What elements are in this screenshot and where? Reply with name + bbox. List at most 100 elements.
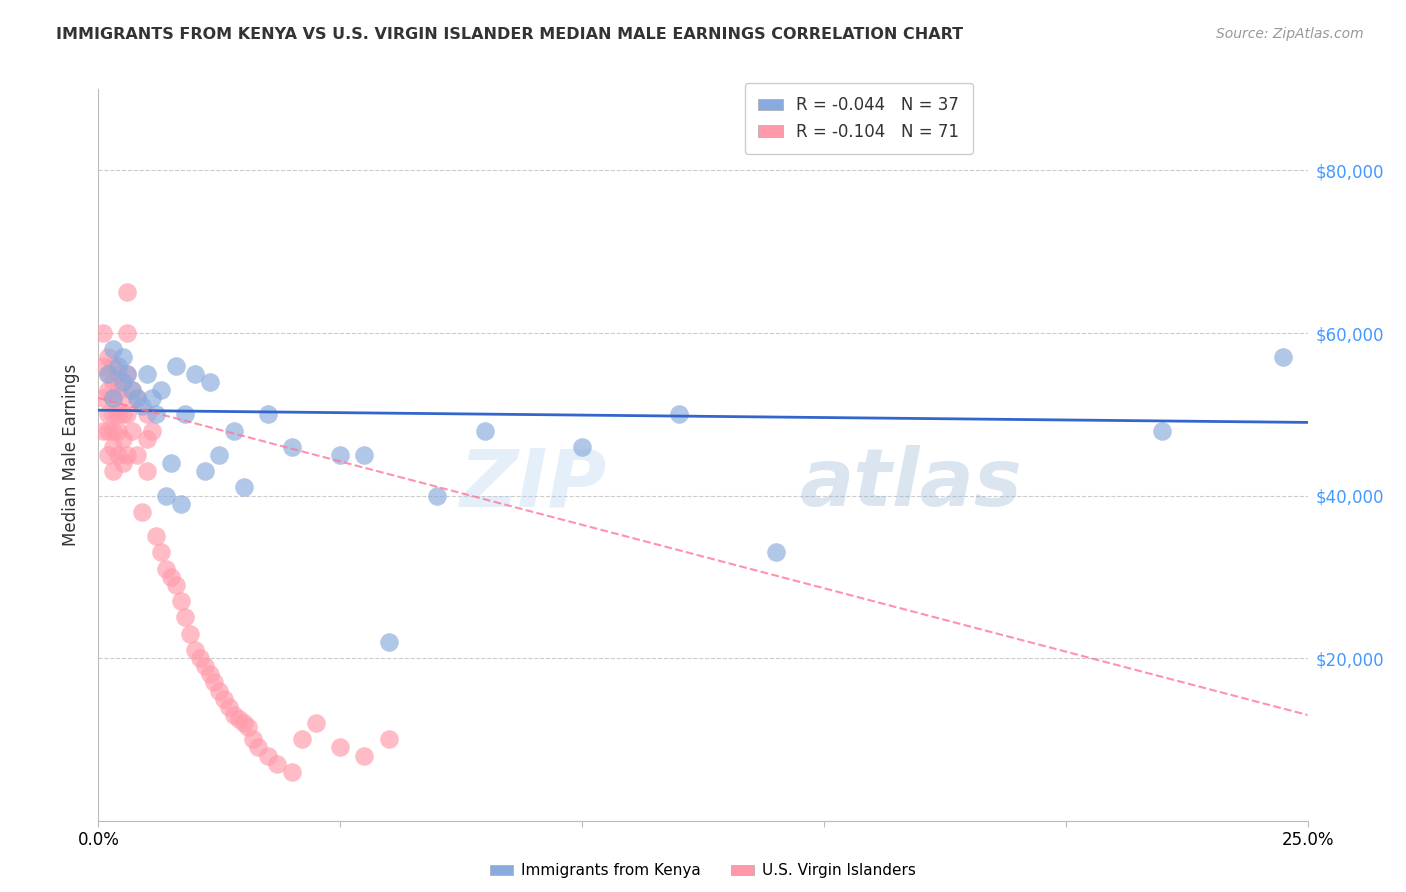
Point bbox=[474, 424, 496, 438]
Point bbox=[91, 424, 114, 438]
Point bbox=[160, 456, 183, 470]
Point bbox=[198, 667, 221, 681]
Point bbox=[228, 712, 250, 726]
Text: IMMIGRANTS FROM KENYA VS U.S. VIRGIN ISLANDER MEDIAN MALE EARNINGS CORRELATION C: IMMIGRANTS FROM KENYA VS U.S. VIRGIN ISL… bbox=[56, 27, 963, 42]
Point bbox=[305, 716, 328, 731]
Point bbox=[101, 464, 124, 478]
Point bbox=[377, 732, 399, 747]
Point bbox=[188, 651, 211, 665]
Point bbox=[111, 432, 134, 446]
Point bbox=[135, 367, 157, 381]
Point bbox=[91, 326, 114, 340]
Point bbox=[208, 683, 231, 698]
Point bbox=[247, 740, 270, 755]
Point bbox=[238, 720, 260, 734]
Point bbox=[256, 748, 278, 763]
Point bbox=[135, 464, 157, 478]
Point bbox=[135, 432, 157, 446]
Point bbox=[107, 359, 129, 373]
Point bbox=[184, 367, 207, 381]
Point bbox=[155, 489, 177, 503]
Point bbox=[353, 748, 375, 763]
Legend: Immigrants from Kenya, U.S. Virgin Islanders: Immigrants from Kenya, U.S. Virgin Islan… bbox=[484, 857, 922, 884]
Point bbox=[765, 545, 787, 559]
Point bbox=[222, 424, 245, 438]
Point bbox=[668, 407, 690, 421]
Point bbox=[232, 480, 254, 494]
Point bbox=[101, 440, 124, 454]
Point bbox=[97, 407, 120, 421]
Point bbox=[329, 448, 352, 462]
Text: atlas: atlas bbox=[800, 445, 1022, 524]
Point bbox=[198, 375, 221, 389]
Point bbox=[377, 635, 399, 649]
Point bbox=[127, 391, 149, 405]
Point bbox=[97, 351, 120, 365]
Point bbox=[117, 407, 139, 421]
Point bbox=[179, 626, 201, 640]
Point bbox=[571, 440, 593, 454]
Point bbox=[117, 367, 139, 381]
Point bbox=[256, 407, 278, 421]
Point bbox=[165, 578, 187, 592]
Point bbox=[184, 643, 207, 657]
Point bbox=[155, 562, 177, 576]
Point bbox=[91, 391, 114, 405]
Point bbox=[111, 351, 134, 365]
Point bbox=[91, 359, 114, 373]
Point bbox=[97, 383, 120, 397]
Point bbox=[97, 448, 120, 462]
Point bbox=[117, 448, 139, 462]
Point bbox=[145, 407, 167, 421]
Point bbox=[101, 424, 124, 438]
Point bbox=[121, 383, 143, 397]
Y-axis label: Median Male Earnings: Median Male Earnings bbox=[62, 364, 80, 546]
Point bbox=[232, 716, 254, 731]
Point bbox=[212, 691, 235, 706]
Point bbox=[1272, 351, 1295, 365]
Point bbox=[107, 407, 129, 421]
Point bbox=[117, 367, 139, 381]
Point bbox=[101, 407, 124, 421]
Point bbox=[127, 448, 149, 462]
Point bbox=[169, 497, 191, 511]
Point bbox=[121, 424, 143, 438]
Point bbox=[426, 489, 449, 503]
Point bbox=[97, 424, 120, 438]
Point bbox=[141, 391, 163, 405]
Point bbox=[131, 399, 153, 413]
Point bbox=[150, 545, 173, 559]
Text: Source: ZipAtlas.com: Source: ZipAtlas.com bbox=[1216, 27, 1364, 41]
Point bbox=[218, 699, 240, 714]
Point bbox=[111, 391, 134, 405]
Point bbox=[107, 424, 129, 438]
Text: ZIP: ZIP bbox=[458, 445, 606, 524]
Point bbox=[1152, 424, 1174, 438]
Point bbox=[111, 407, 134, 421]
Point bbox=[145, 529, 167, 543]
Point bbox=[121, 383, 143, 397]
Point bbox=[111, 375, 134, 389]
Point bbox=[150, 383, 173, 397]
Point bbox=[194, 659, 217, 673]
Point bbox=[174, 610, 197, 624]
Point bbox=[117, 285, 139, 300]
Point bbox=[101, 391, 124, 405]
Point bbox=[242, 732, 264, 747]
Point bbox=[97, 367, 120, 381]
Point bbox=[204, 675, 226, 690]
Point bbox=[97, 367, 120, 381]
Point bbox=[266, 756, 288, 771]
Point bbox=[101, 343, 124, 357]
Point bbox=[101, 359, 124, 373]
Point bbox=[107, 367, 129, 381]
Point bbox=[141, 424, 163, 438]
Point bbox=[329, 740, 352, 755]
Point bbox=[281, 440, 304, 454]
Point bbox=[160, 570, 183, 584]
Point bbox=[194, 464, 217, 478]
Legend: R = -0.044   N = 37, R = -0.104   N = 71: R = -0.044 N = 37, R = -0.104 N = 71 bbox=[745, 83, 973, 154]
Point bbox=[107, 383, 129, 397]
Point bbox=[174, 407, 197, 421]
Point bbox=[165, 359, 187, 373]
